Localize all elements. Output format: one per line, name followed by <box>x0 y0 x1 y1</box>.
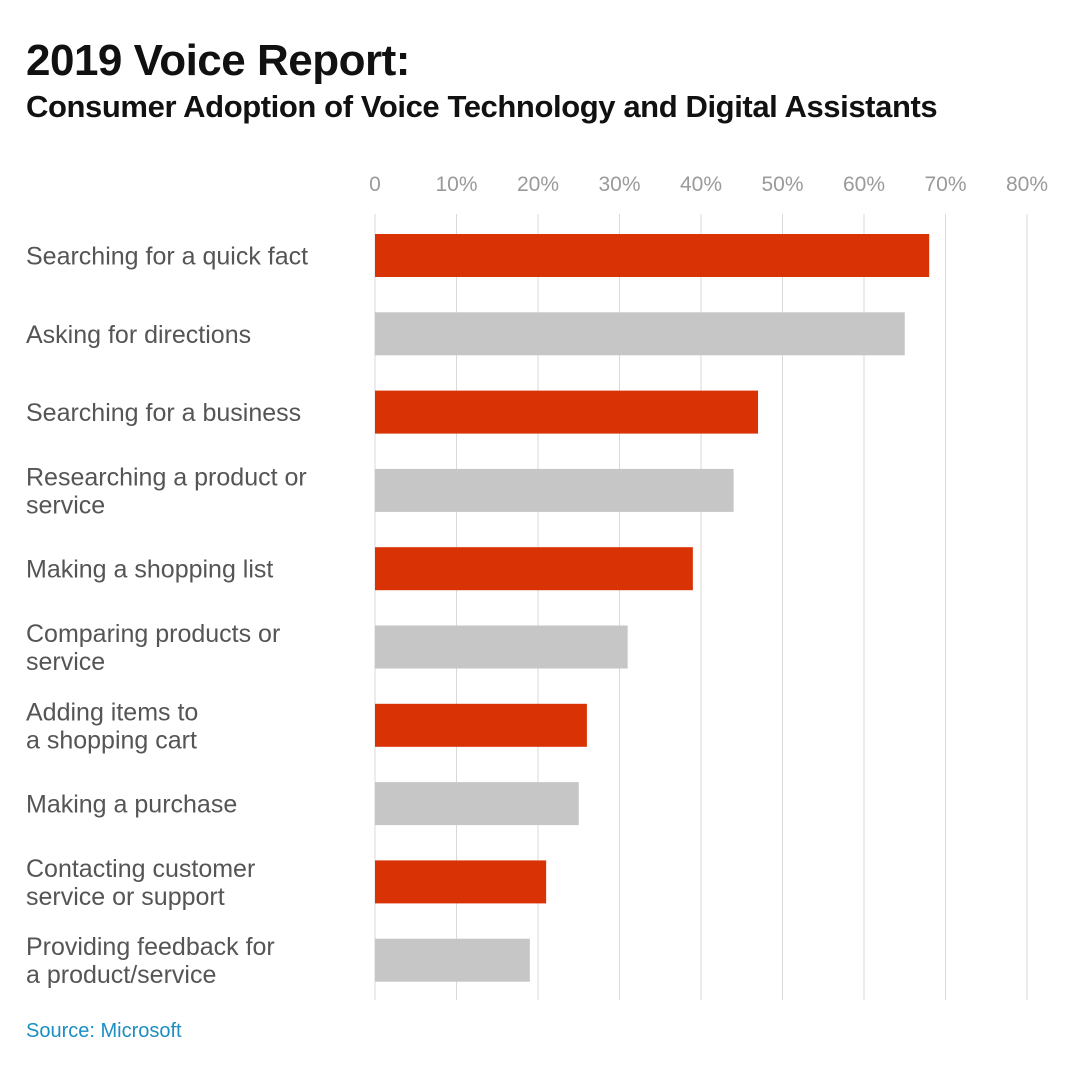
bar <box>375 468 734 512</box>
x-tick-label: 50% <box>761 173 803 196</box>
x-tick-label: 10% <box>435 173 477 196</box>
bar <box>375 703 587 747</box>
bar <box>375 625 628 669</box>
chart-subtitle: Consumer Adoption of Voice Technology an… <box>26 89 938 124</box>
bar <box>375 234 930 277</box>
x-tick-label: 40% <box>680 173 722 196</box>
x-tick-label: 30% <box>598 173 640 196</box>
category-label: Making a shopping list <box>26 556 273 584</box>
category-label: Contacting customer service or support <box>26 855 255 911</box>
chart-title: 2019 Voice Report: <box>26 36 410 85</box>
source-note: Source: Microsoft <box>26 1020 182 1042</box>
category-label: Searching for a quick fact <box>26 243 308 271</box>
x-tick-label: 60% <box>843 173 885 196</box>
bar <box>375 312 905 356</box>
category-label: Adding items to a shopping cart <box>26 698 198 754</box>
bar <box>375 782 579 826</box>
bar <box>375 547 693 591</box>
bar <box>375 938 530 982</box>
category-label: Asking for directions <box>26 321 251 349</box>
x-tick-label: 80% <box>1006 173 1048 196</box>
bar <box>375 390 759 434</box>
category-label: Providing feedback for a product/service <box>26 933 275 989</box>
x-tick-label: 20% <box>517 173 559 196</box>
category-label: Making a purchase <box>26 791 237 819</box>
x-tick-label: 70% <box>924 173 966 196</box>
x-tick-label: 0 <box>369 173 381 196</box>
category-label: Comparing products or service <box>26 620 280 676</box>
bar <box>375 860 547 904</box>
category-label: Researching a product or service <box>26 463 307 519</box>
category-label: Searching for a business <box>26 399 301 427</box>
